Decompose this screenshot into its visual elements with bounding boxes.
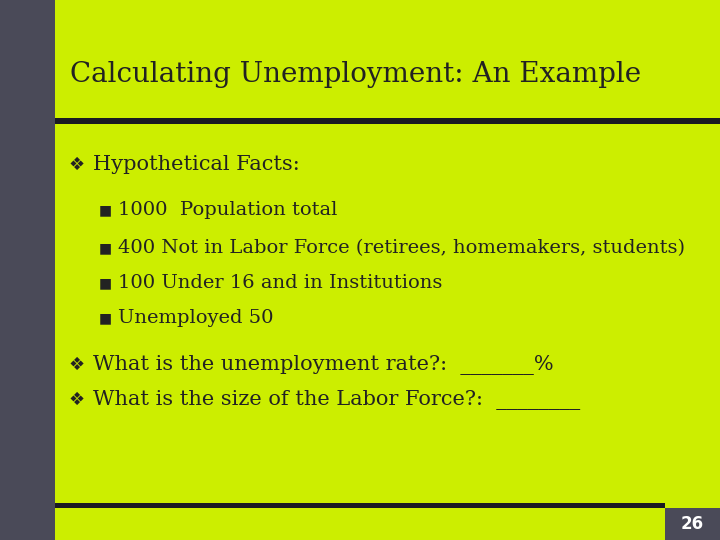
Text: ■: ■	[99, 203, 112, 217]
Text: 400 Not in Labor Force (retirees, homemakers, students): 400 Not in Labor Force (retirees, homema…	[118, 239, 685, 257]
Bar	[0, 0, 55, 540]
Text: What is the size of the Labor Force?:  ________: What is the size of the Labor Force?: __…	[93, 390, 580, 410]
Text: Calculating Unemployment: An Example: Calculating Unemployment: An Example	[70, 62, 641, 89]
Text: Unemployed 50: Unemployed 50	[118, 309, 274, 327]
Bar	[665, 508, 720, 540]
Text: Hypothetical Facts:: Hypothetical Facts:	[93, 156, 300, 174]
Text: ❖: ❖	[69, 156, 85, 174]
Text: ❖: ❖	[69, 391, 85, 409]
Bar	[55, 118, 720, 124]
Text: 1000  Population total: 1000 Population total	[118, 201, 338, 219]
Text: ■: ■	[99, 241, 112, 255]
Text: 26: 26	[681, 515, 704, 533]
Text: What is the unemployment rate?:  _______%: What is the unemployment rate?: _______%	[93, 355, 554, 375]
Text: ■: ■	[99, 311, 112, 325]
Text: 100 Under 16 and in Institutions: 100 Under 16 and in Institutions	[118, 274, 442, 292]
Text: ❖: ❖	[69, 356, 85, 374]
Bar	[55, 503, 665, 508]
Text: ■: ■	[99, 276, 112, 290]
